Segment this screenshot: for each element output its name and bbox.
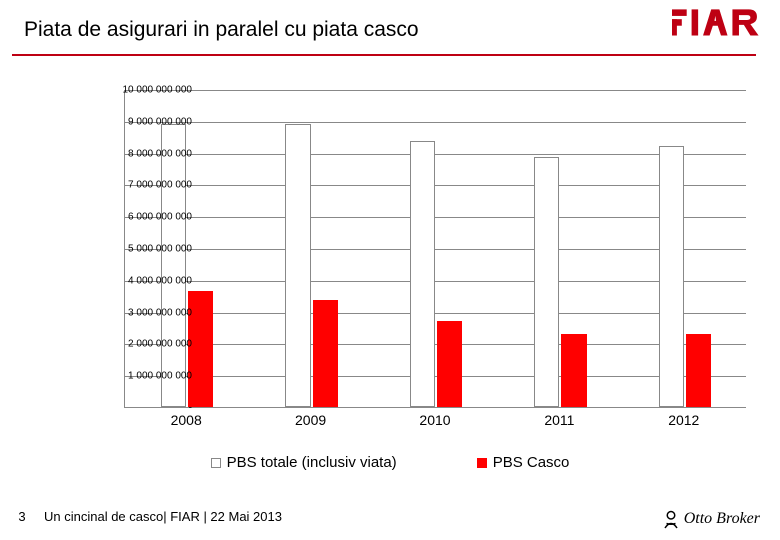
title-rule [12,54,756,56]
grid-line [125,185,746,186]
chart-area: -1 000 000 0002 000 000 0003 000 000 000… [50,90,746,442]
slide-number: 3 [0,509,44,524]
bar [437,321,462,407]
legend-label: PBS Casco [493,454,570,471]
y-axis-label: 7 000 000 000 [118,180,192,191]
grid-line [125,122,746,123]
broker-logo-text: Otto Broker [684,510,760,528]
y-axis-label: 10 000 000 000 [118,85,192,96]
y-axis-label: 6 000 000 000 [118,212,192,223]
grid-line [125,249,746,250]
grid-line [125,217,746,218]
broker-mark-icon [662,508,680,530]
otto-broker-logo: Otto Broker [662,508,760,530]
bar [285,124,310,407]
grid-line [125,344,746,345]
grid-line [125,154,746,155]
bar [534,157,559,407]
bar [561,334,586,407]
grid-line [125,90,746,91]
y-axis-label: 4 000 000 000 [118,275,192,286]
x-axis-label: 2012 [622,412,746,428]
bar [313,300,338,407]
legend-swatch-icon [477,458,487,468]
legend-label: PBS totale (inclusiv viata) [227,454,397,471]
y-axis-label: 2 000 000 000 [118,339,192,350]
grid-line [125,313,746,314]
x-axis-label: 2011 [497,412,621,428]
bar [161,124,186,407]
y-axis-label: 8 000 000 000 [118,148,192,159]
y-axis-label: 3 000 000 000 [118,307,192,318]
bar [659,146,684,407]
grid-line [125,376,746,377]
legend-item-pbs-casco: PBS Casco [477,454,570,471]
grid-line [125,281,746,282]
x-axis-label: 2010 [373,412,497,428]
y-axis-label: 5 000 000 000 [118,244,192,255]
page-title: Piata de asigurari in paralel cu piata c… [0,18,780,54]
bar [686,334,711,407]
x-axis-label: 2009 [248,412,372,428]
footer-text: Un cincinal de casco| FIAR | 22 Mai 2013 [44,509,282,524]
legend-swatch-icon [211,458,221,468]
chart-legend: PBS totale (inclusiv viata) PBS Casco [0,454,780,471]
y-axis-label: 9 000 000 000 [118,116,192,127]
legend-item-pbs-totale: PBS totale (inclusiv viata) [211,454,397,471]
bar [410,141,435,407]
y-axis-label: 1 000 000 000 [118,371,192,382]
chart-plot [124,90,746,408]
x-axis-label: 2008 [124,412,248,428]
